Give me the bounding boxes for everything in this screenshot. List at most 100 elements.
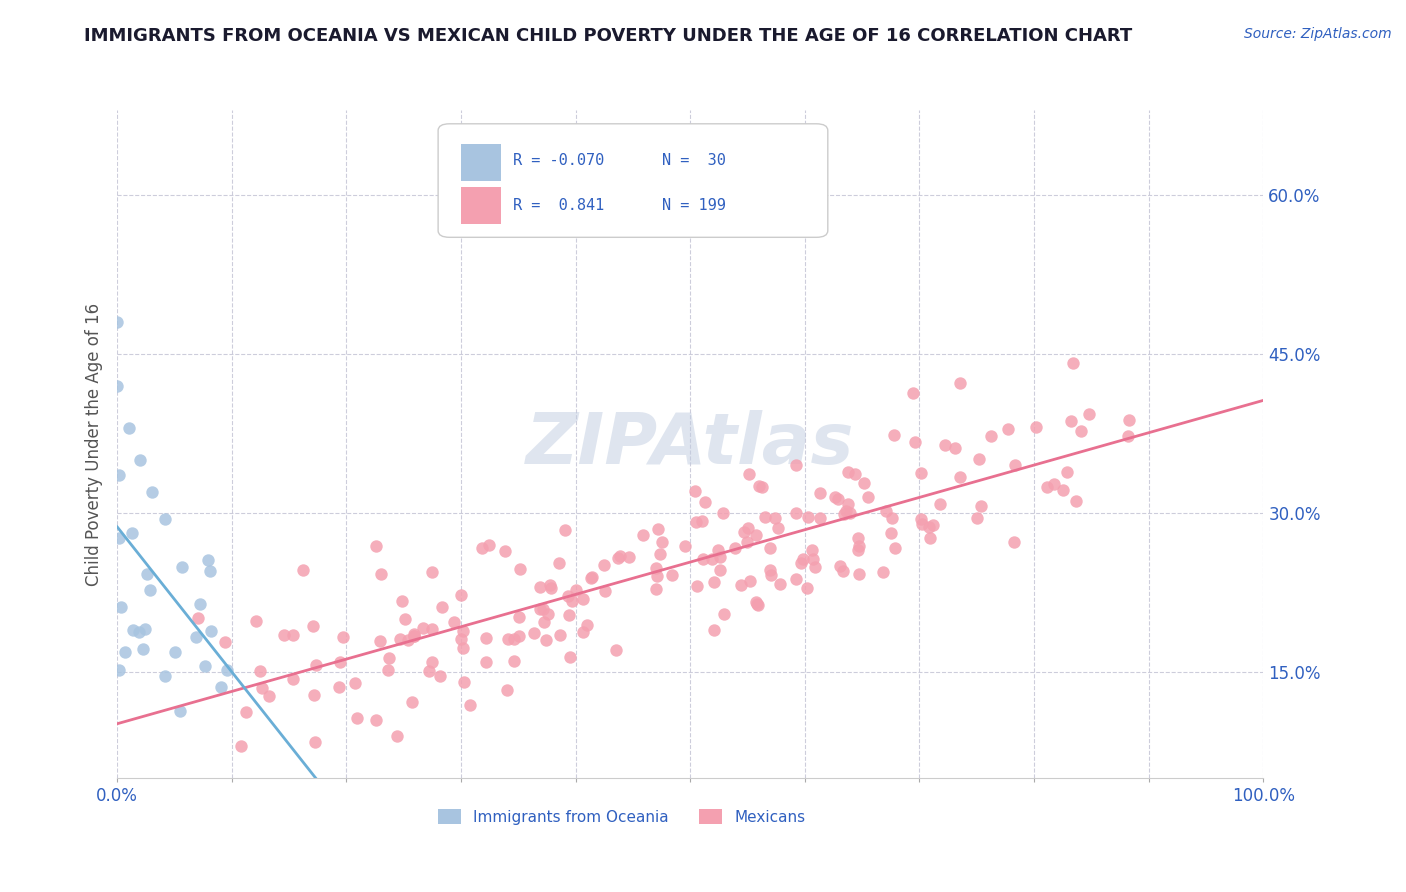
Point: [645, 561, 668, 575]
Point: [184, 630, 207, 644]
Point: [1004, 458, 1026, 473]
Point: [1062, 355, 1084, 369]
Point: [564, 583, 586, 598]
FancyBboxPatch shape: [461, 144, 501, 180]
Point: [848, 539, 870, 553]
Point: [709, 550, 731, 565]
Point: [378, 650, 401, 665]
Point: [377, 664, 399, 678]
Point: [949, 376, 972, 390]
Point: [759, 563, 782, 577]
Point: [188, 597, 211, 611]
Point: [745, 597, 768, 611]
Point: [792, 552, 814, 566]
Point: [105, 315, 128, 329]
Point: [557, 589, 579, 603]
Point: [575, 618, 598, 632]
Point: [108, 663, 131, 677]
Point: [495, 682, 517, 697]
Point: [768, 521, 790, 535]
Text: ZIPAtlas: ZIPAtlas: [526, 409, 855, 479]
Point: [496, 632, 519, 647]
Point: [450, 632, 472, 646]
Point: [540, 581, 562, 595]
Point: [451, 624, 474, 638]
Point: [370, 566, 392, 581]
Point: [686, 579, 709, 593]
Point: [141, 485, 163, 500]
Point: [404, 627, 426, 641]
Point: [394, 612, 416, 626]
Point: [801, 552, 824, 566]
Point: [1042, 476, 1064, 491]
Point: [418, 664, 440, 678]
Point: [884, 541, 907, 556]
Point: [801, 543, 824, 558]
Point: [759, 567, 782, 582]
Point: [121, 526, 143, 541]
FancyBboxPatch shape: [439, 124, 828, 237]
Point: [883, 427, 905, 442]
Point: [197, 553, 219, 567]
Point: [808, 485, 831, 500]
Point: [329, 655, 352, 669]
Point: [366, 713, 388, 727]
Point: [856, 490, 879, 504]
Point: [837, 497, 859, 511]
Point: [1025, 419, 1047, 434]
Point: [617, 550, 640, 565]
Point: [450, 588, 472, 602]
Point: [631, 527, 654, 541]
Point: [733, 524, 755, 539]
Point: [683, 483, 706, 498]
Point: [763, 510, 786, 524]
Point: [529, 602, 551, 616]
Point: [808, 511, 831, 525]
Point: [391, 594, 413, 608]
Point: [508, 629, 530, 643]
Point: [832, 507, 855, 521]
Point: [707, 543, 730, 558]
Point: [880, 511, 903, 525]
Point: [108, 531, 131, 545]
Point: [846, 542, 869, 557]
Point: [420, 622, 443, 636]
Point: [910, 511, 932, 525]
Point: [934, 438, 956, 452]
Point: [536, 633, 558, 648]
Point: [875, 503, 897, 517]
Point: [735, 535, 758, 549]
Text: Source: ZipAtlas.com: Source: ZipAtlas.com: [1244, 27, 1392, 41]
Point: [571, 625, 593, 640]
Point: [966, 510, 988, 524]
Point: [370, 633, 392, 648]
Point: [273, 628, 295, 642]
Point: [692, 552, 714, 566]
Point: [852, 475, 875, 490]
Point: [249, 664, 271, 678]
Point: [579, 571, 602, 585]
Point: [475, 631, 498, 645]
Point: [129, 453, 152, 467]
Point: [790, 556, 813, 570]
Point: [420, 655, 443, 669]
Point: [713, 607, 735, 621]
Point: [744, 528, 766, 542]
Point: [412, 621, 434, 635]
Point: [759, 541, 782, 556]
Point: [709, 563, 731, 577]
Point: [429, 669, 451, 683]
Point: [747, 598, 769, 612]
Point: [215, 663, 238, 677]
Point: [114, 645, 136, 659]
Point: [609, 549, 631, 563]
Point: [200, 624, 222, 639]
Point: [592, 558, 614, 573]
Point: [751, 480, 773, 494]
Point: [385, 729, 408, 743]
Point: [745, 595, 768, 609]
Point: [494, 543, 516, 558]
Point: [474, 655, 496, 669]
Point: [838, 506, 860, 520]
Point: [1116, 429, 1139, 443]
